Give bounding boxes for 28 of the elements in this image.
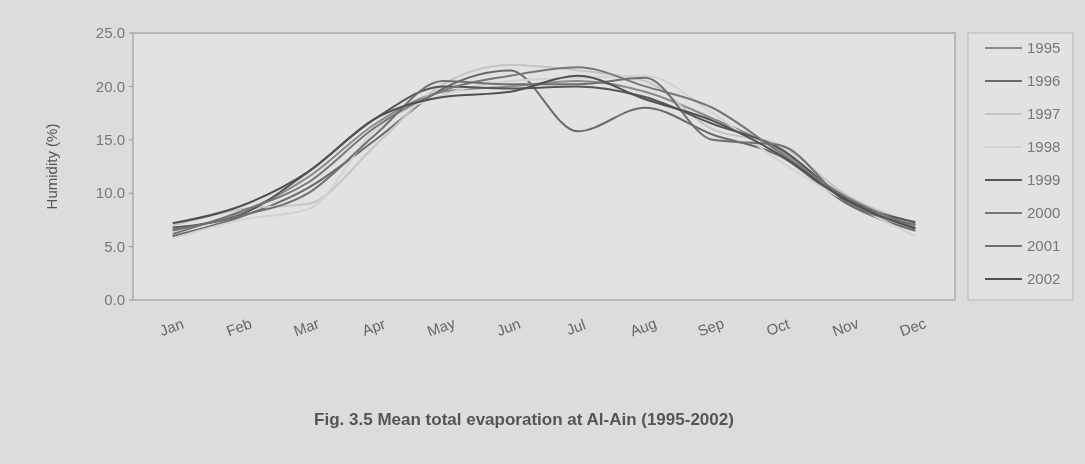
y-tick-label: 0.0	[104, 291, 125, 309]
x-tick-label: Aug	[627, 314, 659, 340]
x-tick-label: Feb	[223, 314, 254, 340]
legend-label: 1998	[1027, 138, 1061, 156]
y-tick-label: 25.0	[95, 24, 125, 42]
x-tick-label: Jul	[563, 315, 588, 339]
legend-label: 1996	[1027, 72, 1061, 90]
x-tick-label: Dec	[897, 314, 929, 340]
x-tick-label: Jan	[157, 314, 186, 339]
x-tick-label: Jun	[494, 314, 523, 339]
text: Fig. 3.5 Mean total evaporation at Al-Ain (1995-2002)	[314, 410, 734, 429]
legend-label: 2002	[1027, 270, 1061, 288]
legend-label: 1995	[1027, 39, 1061, 57]
x-tick-label: Mar	[291, 314, 322, 340]
legend-label: 2000	[1027, 204, 1061, 222]
y-axis-title: Humidity (%)	[43, 123, 60, 210]
y-tick-label: 15.0	[95, 131, 125, 149]
legend-label: 1997	[1027, 105, 1061, 123]
y-tick-label: 5.0	[104, 237, 125, 255]
x-tick-label: May	[424, 313, 458, 340]
y-tick-label: 20.0	[95, 77, 125, 95]
x-tick-label: Apr	[359, 314, 388, 339]
y-tick-label: 10.0	[95, 184, 125, 202]
legend-label: 2001	[1027, 237, 1061, 255]
x-tick-label: Nov	[829, 314, 862, 340]
x-tick-label: Sep	[695, 314, 727, 340]
x-tick-label: Oct	[764, 314, 793, 339]
legend-label: 1999	[1027, 171, 1061, 189]
